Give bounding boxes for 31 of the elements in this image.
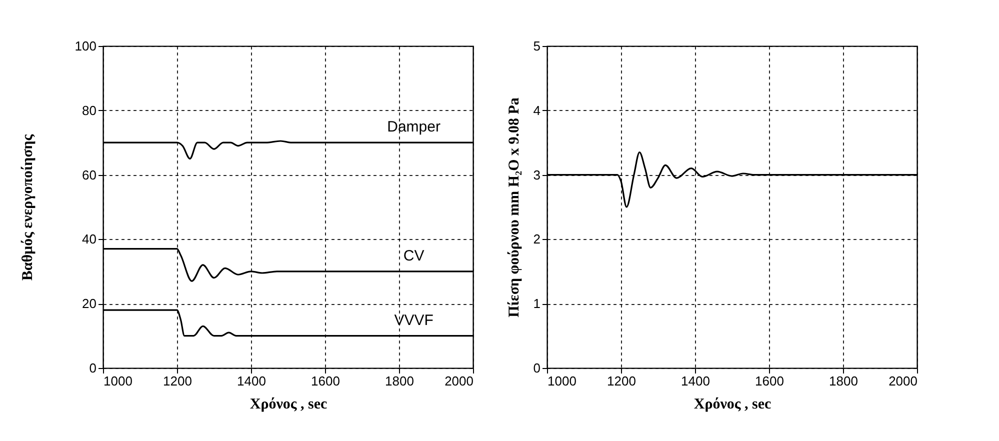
y-tick-label: 0: [89, 360, 96, 376]
x-tick-label: 1800: [385, 374, 414, 388]
x-tick-label: 2000: [444, 374, 474, 388]
x-tick-label: 1200: [163, 374, 192, 388]
y-axis-title: Βαθμός ενεργοποίησης: [20, 134, 36, 281]
x-tick-label: 1800: [829, 374, 858, 388]
x-tick-label: 1600: [311, 374, 340, 388]
x-tick-label: 1000: [548, 374, 576, 388]
y-tick-label: 4: [533, 102, 540, 118]
y-tick-label: 2: [533, 232, 540, 247]
y-tick-label: 20: [82, 296, 96, 312]
y-tick-label: 100: [74, 38, 96, 54]
y-tick-label: 1: [533, 296, 540, 312]
y-tick-label: 60: [82, 167, 96, 182]
x-tick-label: 1400: [237, 374, 266, 388]
series-label: Damper: [387, 118, 440, 136]
x-axis-title: Χρόνος , sec: [694, 396, 772, 412]
y-axis-title: Πίεση φούρνου mm H₂O x 9.08 Pa: [506, 97, 522, 318]
y-tick-label: 3: [533, 167, 540, 182]
x-tick-label: 1000: [104, 374, 132, 388]
x-tick-label: 2000: [888, 374, 918, 388]
y-tick-label: 0: [533, 360, 540, 376]
x-tick-label: 1600: [755, 374, 784, 388]
x-tick-label: 1200: [607, 374, 636, 388]
x-tick-label: 1400: [681, 374, 710, 388]
y-tick-label: 5: [533, 38, 540, 54]
series-label: CV: [403, 247, 424, 264]
y-tick-label: 40: [82, 232, 96, 247]
series-label: VVVF: [394, 312, 434, 329]
y-tick-label: 80: [82, 102, 96, 118]
x-axis-title: Χρόνος , sec: [250, 396, 328, 412]
